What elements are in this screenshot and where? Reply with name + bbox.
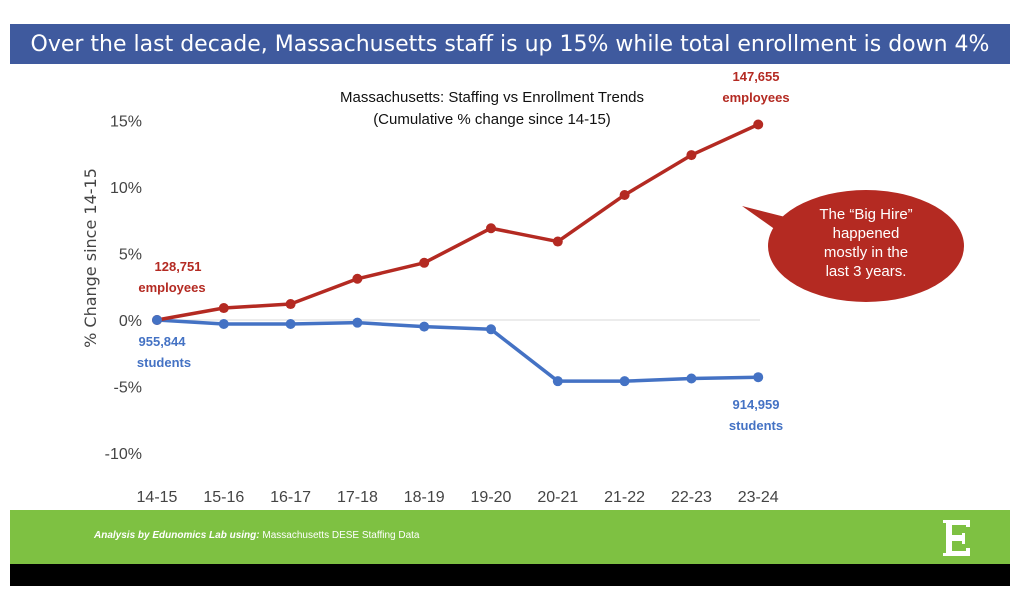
series-line-employees bbox=[156, 122, 759, 322]
data-point-students bbox=[486, 324, 496, 335]
x-tick-label: 14-15 bbox=[137, 489, 178, 506]
data-point-students bbox=[419, 321, 430, 332]
x-tick-label: 19-20 bbox=[471, 489, 512, 506]
data-point-employees bbox=[753, 119, 764, 130]
y-tick-label: 10% bbox=[110, 180, 142, 197]
employees-start-unit: employees bbox=[138, 280, 205, 295]
x-tick-label: 18-19 bbox=[404, 489, 445, 506]
y-axis-label: % Change since 14-15 bbox=[81, 168, 100, 348]
data-point-employees bbox=[486, 223, 496, 234]
data-point-students bbox=[552, 376, 563, 387]
students-end-value: 914,959 bbox=[733, 397, 780, 412]
x-tick-label: 23-24 bbox=[738, 489, 779, 506]
data-point-students bbox=[686, 373, 697, 384]
data-point-employees bbox=[352, 273, 363, 284]
employees-end-unit: employees bbox=[722, 90, 789, 105]
data-point-students bbox=[152, 315, 162, 325]
bottom-bar bbox=[10, 564, 1010, 586]
data-point-employees bbox=[686, 150, 697, 161]
source-note: Analysis by Edunomics Lab using: Massach… bbox=[94, 530, 420, 541]
x-tick-label: 21-22 bbox=[604, 489, 645, 506]
students-start-value: 955,844 bbox=[139, 334, 187, 349]
x-tick-label: 20-21 bbox=[537, 489, 578, 506]
callout-text-line: The “Big Hire” bbox=[819, 206, 912, 223]
big-hire-callout: The “Big Hire” happened mostly in the last … bbox=[742, 190, 964, 302]
data-point-students bbox=[619, 376, 630, 387]
line-chart: Massachusetts: Staffing vs Enrollment Tr… bbox=[81, 69, 964, 506]
data-point-students bbox=[753, 372, 764, 383]
data-point-students bbox=[218, 318, 229, 329]
x-tick-label: 22-23 bbox=[671, 489, 712, 506]
x-tick-labels: 14-15 15-16 16-17 17-18 18-19 19-20 20-21 21-22… bbox=[137, 489, 779, 506]
y-tick-label: -10% bbox=[105, 446, 142, 463]
y-tick-label: -5% bbox=[114, 380, 142, 397]
x-tick-label: 16-17 bbox=[270, 489, 311, 506]
headline-banner: Over the last decade, Massachusetts staf… bbox=[10, 24, 1010, 64]
callout-text-line: last 3 years. bbox=[826, 263, 907, 280]
students-end-unit: students bbox=[729, 418, 783, 433]
callout-bubble bbox=[768, 190, 964, 302]
employees-end-value: 147,655 bbox=[733, 69, 780, 84]
chart-subtitle: (Cumulative % change since 14-15) bbox=[373, 111, 611, 128]
headline-text: Over the last decade, Massachusetts staf… bbox=[30, 31, 990, 57]
data-point-employees bbox=[552, 236, 563, 247]
y-tick-label: 0% bbox=[119, 313, 142, 330]
data-point-employees bbox=[218, 303, 229, 314]
students-start-unit: students bbox=[137, 355, 191, 370]
data-points bbox=[152, 119, 764, 387]
chart-title: Massachusetts: Staffing vs Enrollment Tr… bbox=[340, 89, 644, 106]
annotations: 128,751 employees 147,655 employees 955,844 s… bbox=[137, 69, 790, 433]
edunomics-logo-icon bbox=[943, 520, 970, 556]
y-tick-label: 5% bbox=[119, 247, 142, 264]
callout-text-line: happened bbox=[833, 225, 900, 242]
data-point-employees bbox=[619, 189, 630, 200]
y-tick-label: 15% bbox=[110, 114, 142, 131]
y-tick-labels: 15% 10% 5% 0% -5% -10% bbox=[105, 114, 142, 464]
x-tick-label: 15-16 bbox=[203, 489, 244, 506]
footer-bar: Analysis by Edunomics Lab using: Massach… bbox=[10, 510, 1010, 564]
callout-text-line: mostly in the bbox=[824, 244, 908, 261]
data-point-students bbox=[352, 317, 363, 328]
data-point-employees bbox=[285, 299, 296, 310]
data-point-employees bbox=[419, 257, 430, 268]
x-tick-label: 17-18 bbox=[337, 489, 378, 506]
employees-start-value: 128,751 bbox=[155, 259, 202, 274]
source-name: Massachusetts DESE Staffing Data bbox=[259, 530, 420, 541]
data-point-students bbox=[285, 318, 296, 329]
series-lines bbox=[156, 122, 759, 383]
series-line-students bbox=[156, 318, 759, 383]
source-prefix: Analysis by Edunomics Lab using: bbox=[94, 530, 260, 541]
